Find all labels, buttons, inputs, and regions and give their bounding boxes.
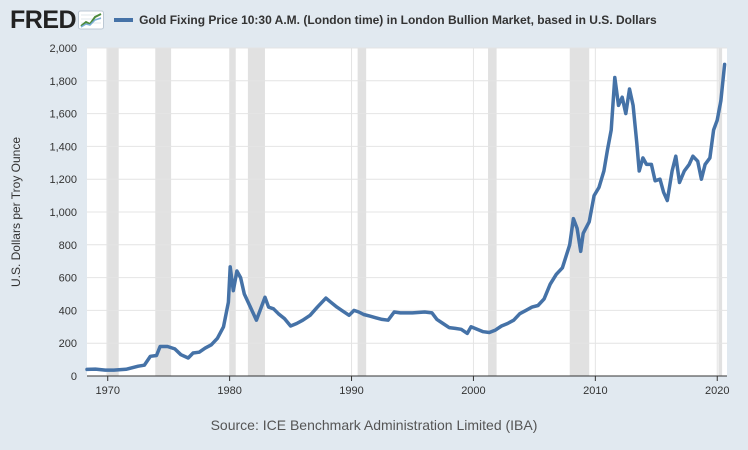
y-tick-label: 1,000 <box>49 207 77 219</box>
x-tick-label: 1990 <box>339 385 363 397</box>
line-chart[interactable]: 0 200 400 600 800 1,000 1,200 1,400 1,600 1,800 2,… <box>0 0 748 410</box>
legend-series-label: Gold Fixing Price 10:30 A.M. (London tim… <box>139 13 657 27</box>
y-tick-label: 1,400 <box>49 141 77 153</box>
x-tick-label: 1980 <box>217 385 241 397</box>
source-note: Source: ICE Benchmark Administration Lim… <box>210 417 538 433</box>
series-line[interactable] <box>85 62 727 372</box>
x-tick-label: 2020 <box>705 385 729 397</box>
y-tick-label: 2,000 <box>49 43 77 55</box>
fred-logo[interactable]: FRED <box>10 5 105 35</box>
x-tick-label: 2010 <box>583 385 607 397</box>
y-tick-label: 0 <box>71 371 77 383</box>
fred-logo-text: FRED <box>10 5 77 34</box>
fred-chart-icon <box>78 10 105 30</box>
series-layer <box>85 62 727 372</box>
y-tick-label: 1,800 <box>49 76 77 88</box>
y-tick-label: 1,200 <box>49 174 77 186</box>
y-tick-label: 1,600 <box>49 109 77 121</box>
y-tick-label: 400 <box>59 305 77 317</box>
x-tick-label: 2000 <box>461 385 485 397</box>
chart-header: FRED Gold Fixing Price 10:30 A.M. (Londo… <box>10 5 657 35</box>
y-tick-label: 800 <box>59 240 77 252</box>
x-axis: 1970 1980 1990 2000 2010 2020 <box>87 375 729 397</box>
y-axis: 0 200 400 600 800 1,000 1,200 1,400 1,600 1,800 2,… <box>49 43 77 383</box>
chart-legend[interactable]: Gold Fixing Price 10:30 A.M. (London tim… <box>114 13 657 27</box>
legend-swatch <box>114 18 134 22</box>
y-tick-label: 200 <box>59 338 77 350</box>
y-tick-label: 600 <box>59 273 77 285</box>
x-tick-label: 1970 <box>95 385 119 397</box>
y-axis-label: U.S. Dollars per Troy Ounce <box>9 137 23 287</box>
